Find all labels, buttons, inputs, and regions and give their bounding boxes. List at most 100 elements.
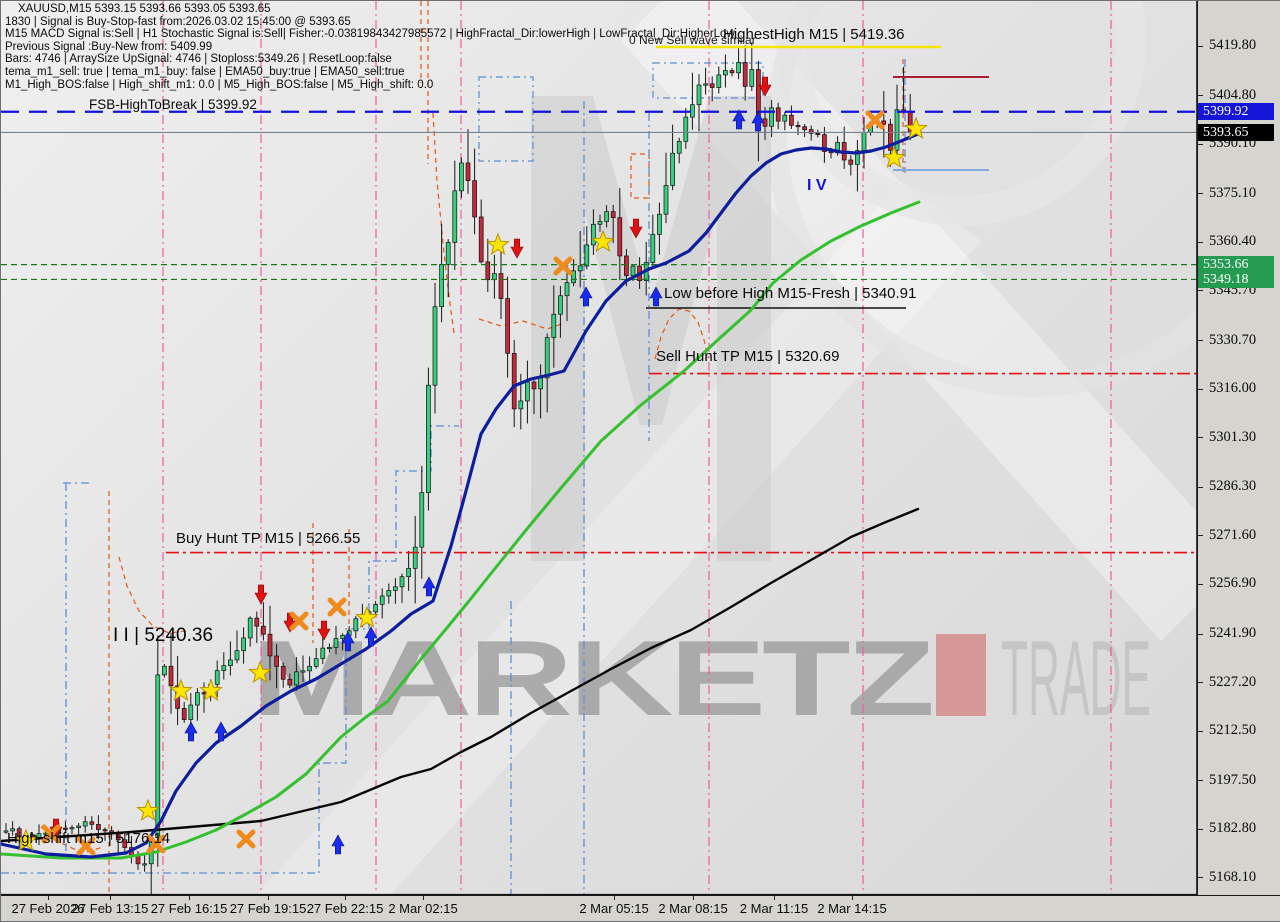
- candle: [742, 62, 748, 87]
- candle: [195, 692, 200, 706]
- annotation-buy-hunt: Buy Hunt TP M15 | 5266.55: [176, 530, 361, 547]
- candle: [610, 211, 616, 219]
- candle: [775, 107, 781, 122]
- price-tick: [1198, 193, 1203, 195]
- candle: [228, 659, 233, 666]
- candle: [624, 255, 629, 277]
- time-tick: [110, 896, 111, 900]
- candle: [498, 273, 504, 299]
- info-line-5: Bars: 4746 | ArraySize UpSignal: 4746 | …: [5, 53, 392, 66]
- price-label: 5419.80: [1209, 37, 1257, 53]
- time-label: 27 Feb 2026: [11, 901, 85, 916]
- annotation-new-sell: 0 New Sell wave similar: [629, 33, 756, 47]
- info-line-4: Previous Signal :Buy-New from: 5409.99: [5, 40, 213, 53]
- info-line-2: 1830 | Signal is Buy-Stop-fast from:2026…: [5, 15, 351, 28]
- candle: [393, 586, 398, 591]
- price-tick: [1198, 143, 1203, 145]
- time-tick: [48, 896, 49, 900]
- candle: [399, 576, 405, 588]
- signal-markers: [14, 76, 928, 856]
- candle: [373, 604, 378, 613]
- candle: [280, 666, 286, 680]
- candle: [419, 492, 425, 548]
- candle: [459, 162, 464, 192]
- x-mark-icon: [146, 834, 166, 854]
- time-label: 2 Mar 02:15: [388, 901, 458, 916]
- price-label: 5256.90: [1209, 575, 1257, 592]
- candle: [241, 637, 246, 651]
- buy-arrow-icon: [732, 109, 746, 130]
- price-label: 5241.90: [1209, 625, 1257, 642]
- time-label: 27 Feb 19:15: [229, 901, 307, 916]
- buy-arrow-icon: [579, 286, 593, 307]
- watermark-brand-left: MARKETZ: [251, 618, 932, 738]
- candle: [782, 114, 788, 122]
- annotation-low-before-high: Low before High M15-Fresh | 5340.91: [664, 285, 917, 302]
- candle: [558, 295, 563, 315]
- time-label: 2 Mar 08:15: [658, 901, 728, 916]
- price-label: 5360.40: [1209, 233, 1257, 250]
- price-badge: 5399.92: [1198, 103, 1274, 121]
- candle: [261, 625, 266, 635]
- candle: [650, 234, 656, 263]
- candle: [472, 180, 477, 218]
- price-label: 5316.00: [1209, 380, 1257, 397]
- sell-arrow-icon: [758, 76, 772, 97]
- star-icon: [199, 678, 223, 702]
- buy-arrow-icon: [341, 631, 355, 652]
- time-axis[interactable]: 27 Feb 2026 27 Feb 13:15 27 Feb 16:15 27 Fe…: [1, 895, 1280, 921]
- candle: [703, 83, 708, 86]
- price-tick: [1198, 682, 1203, 684]
- time-tick: [189, 896, 190, 900]
- price-tick: [1198, 583, 1203, 585]
- buy-arrow-icon: [184, 721, 198, 742]
- candle: [287, 678, 293, 686]
- price-tick: [1198, 535, 1203, 537]
- annotation-bars-count: I I | 5240.36: [113, 625, 214, 646]
- star-icon: [14, 828, 38, 852]
- candle: [604, 211, 609, 222]
- price-tick: [1198, 95, 1203, 97]
- candle: [406, 568, 411, 578]
- price-label: 5227.20: [1209, 673, 1257, 690]
- annotation-fsb: FSB-HighToBreak | 5399.92: [89, 97, 257, 112]
- price-tick: [1198, 241, 1203, 243]
- price-label: 5212.50: [1209, 722, 1257, 739]
- star-icon: [882, 145, 906, 169]
- watermark-brand-right: TRADE: [1001, 618, 1151, 738]
- candle: [221, 665, 227, 671]
- price-tick: [1198, 780, 1203, 782]
- price-label: 5375.10: [1209, 184, 1257, 201]
- price-badge: 5393.65: [1198, 123, 1274, 141]
- candle: [525, 381, 530, 402]
- price-tick: [1198, 877, 1203, 879]
- candle: [564, 282, 570, 297]
- candle: [142, 863, 147, 866]
- candle: [327, 647, 332, 650]
- candle: [584, 244, 590, 267]
- horizontal-levels: [1, 45, 1197, 554]
- x-mark-icon: [865, 110, 885, 130]
- candle: [597, 221, 603, 225]
- price-axis[interactable]: 5419.80 5404.80 5390.10 5375.10 5360.40 5345.…: [1197, 1, 1280, 895]
- candle: [214, 670, 220, 685]
- candle: [188, 704, 194, 720]
- time-tick: [345, 896, 346, 900]
- sell-arrow-icon: [510, 238, 524, 259]
- ma-line-black: [1, 507, 920, 843]
- candle: [802, 126, 807, 131]
- candle: [670, 152, 675, 186]
- star-icon: [486, 232, 510, 256]
- x-mark-icon: [76, 836, 96, 856]
- buy-arrow-icon: [649, 286, 663, 307]
- candle: [617, 217, 623, 257]
- candle: [69, 827, 75, 830]
- candle: [16, 828, 22, 837]
- sell-arrow-icon: [317, 620, 331, 641]
- big-m-watermark: [531, 96, 771, 561]
- candle: [201, 692, 207, 695]
- price-tick: [1198, 45, 1203, 47]
- price-tick: [1198, 633, 1203, 635]
- candle: [452, 190, 458, 243]
